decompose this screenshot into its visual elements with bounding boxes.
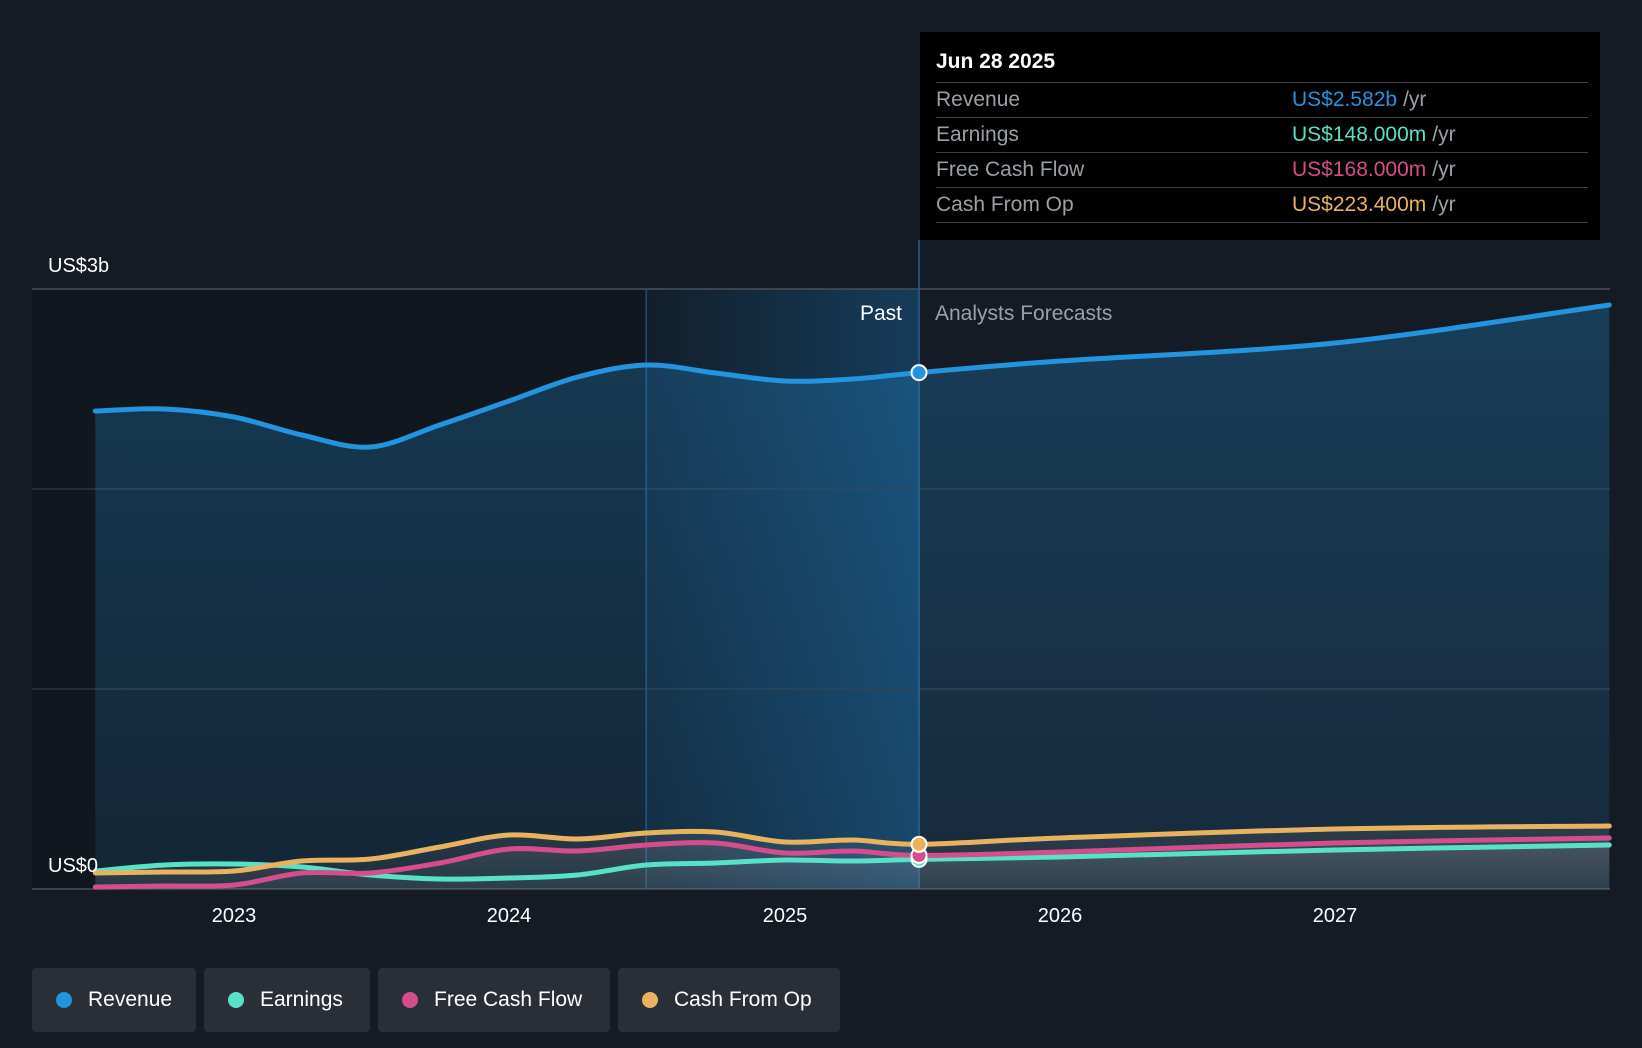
tooltip-number: US$168.000m (1292, 158, 1427, 181)
x-tick-label-2024: 2024 (487, 905, 532, 927)
tooltip-label: Free Cash Flow (936, 158, 1085, 181)
legend-label: Free Cash Flow (434, 988, 583, 1011)
tooltip-value: US$168.000m/yr (1292, 158, 1456, 182)
legend-dot (402, 992, 418, 1008)
tooltip-unit: /yr (1432, 158, 1456, 181)
tooltip-row-earnings: Earnings US$148.000m/yr (936, 117, 1588, 152)
tooltip: Jun 28 2025 Revenue US$2.582b/yr Earning… (920, 32, 1600, 240)
tooltip-row-revenue: Revenue US$2.582b/yr (936, 82, 1588, 117)
tooltip-row-cash-from-op: Cash From Op US$223.400m/yr (936, 187, 1588, 223)
legend-item-free-cash-flow[interactable]: Free Cash Flow (378, 968, 610, 1032)
legend-label: Revenue (88, 988, 173, 1011)
series-point-cash-from-op (910, 835, 928, 853)
tooltip-number: US$2.582b (1292, 88, 1398, 111)
tooltip-unit: /yr (1403, 88, 1427, 111)
legend-dot (56, 992, 72, 1008)
x-tick-label-2023: 2023 (212, 905, 257, 927)
series-line-free-cash-flow (92, 835, 1612, 890)
x-tick-label-2025: 2025 (763, 905, 808, 927)
tooltip-value: US$2.582b/yr (1292, 88, 1426, 112)
y-tick-label-top: US$3b (48, 255, 109, 277)
series-line-cash-from-op (92, 823, 1612, 876)
tooltip-date: Jun 28 2025 (936, 50, 1056, 73)
x-tick-label-2026: 2026 (1038, 905, 1083, 927)
tooltip-label: Cash From Op (936, 193, 1074, 216)
tooltip-unit: /yr (1432, 123, 1456, 146)
tooltip-value: US$223.400m/yr (1292, 193, 1456, 217)
series-line-earnings (92, 842, 1612, 882)
tooltip-number: US$223.400m (1292, 193, 1427, 216)
y-tick-label-bottom: US$0 (48, 855, 98, 877)
legend-label: Earnings (260, 988, 343, 1011)
tooltip-unit: /yr (1432, 193, 1456, 216)
legend-item-revenue[interactable]: Revenue (32, 968, 196, 1032)
legend-item-cash-from-op[interactable]: Cash From Op (618, 968, 840, 1032)
past-label: Past (860, 302, 902, 325)
x-tick-label-2027: 2027 (1313, 905, 1358, 927)
tooltip-label: Revenue (936, 88, 1021, 111)
series-area-revenue (95, 305, 1610, 889)
tooltip-row-free-cash-flow: Free Cash Flow US$168.000m/yr (936, 152, 1588, 187)
series-point-revenue (910, 364, 928, 382)
legend-dot (642, 992, 658, 1008)
legend-label: Cash From Op (674, 988, 812, 1011)
series-line-revenue (92, 302, 1612, 450)
forecast-label: Analysts Forecasts (935, 302, 1112, 325)
tooltip-number: US$148.000m (1292, 123, 1427, 146)
tooltip-label: Earnings (936, 123, 1019, 146)
legend-dot (228, 992, 244, 1008)
legend-item-earnings[interactable]: Earnings (204, 968, 370, 1032)
tooltip-value: US$148.000m/yr (1292, 123, 1456, 147)
